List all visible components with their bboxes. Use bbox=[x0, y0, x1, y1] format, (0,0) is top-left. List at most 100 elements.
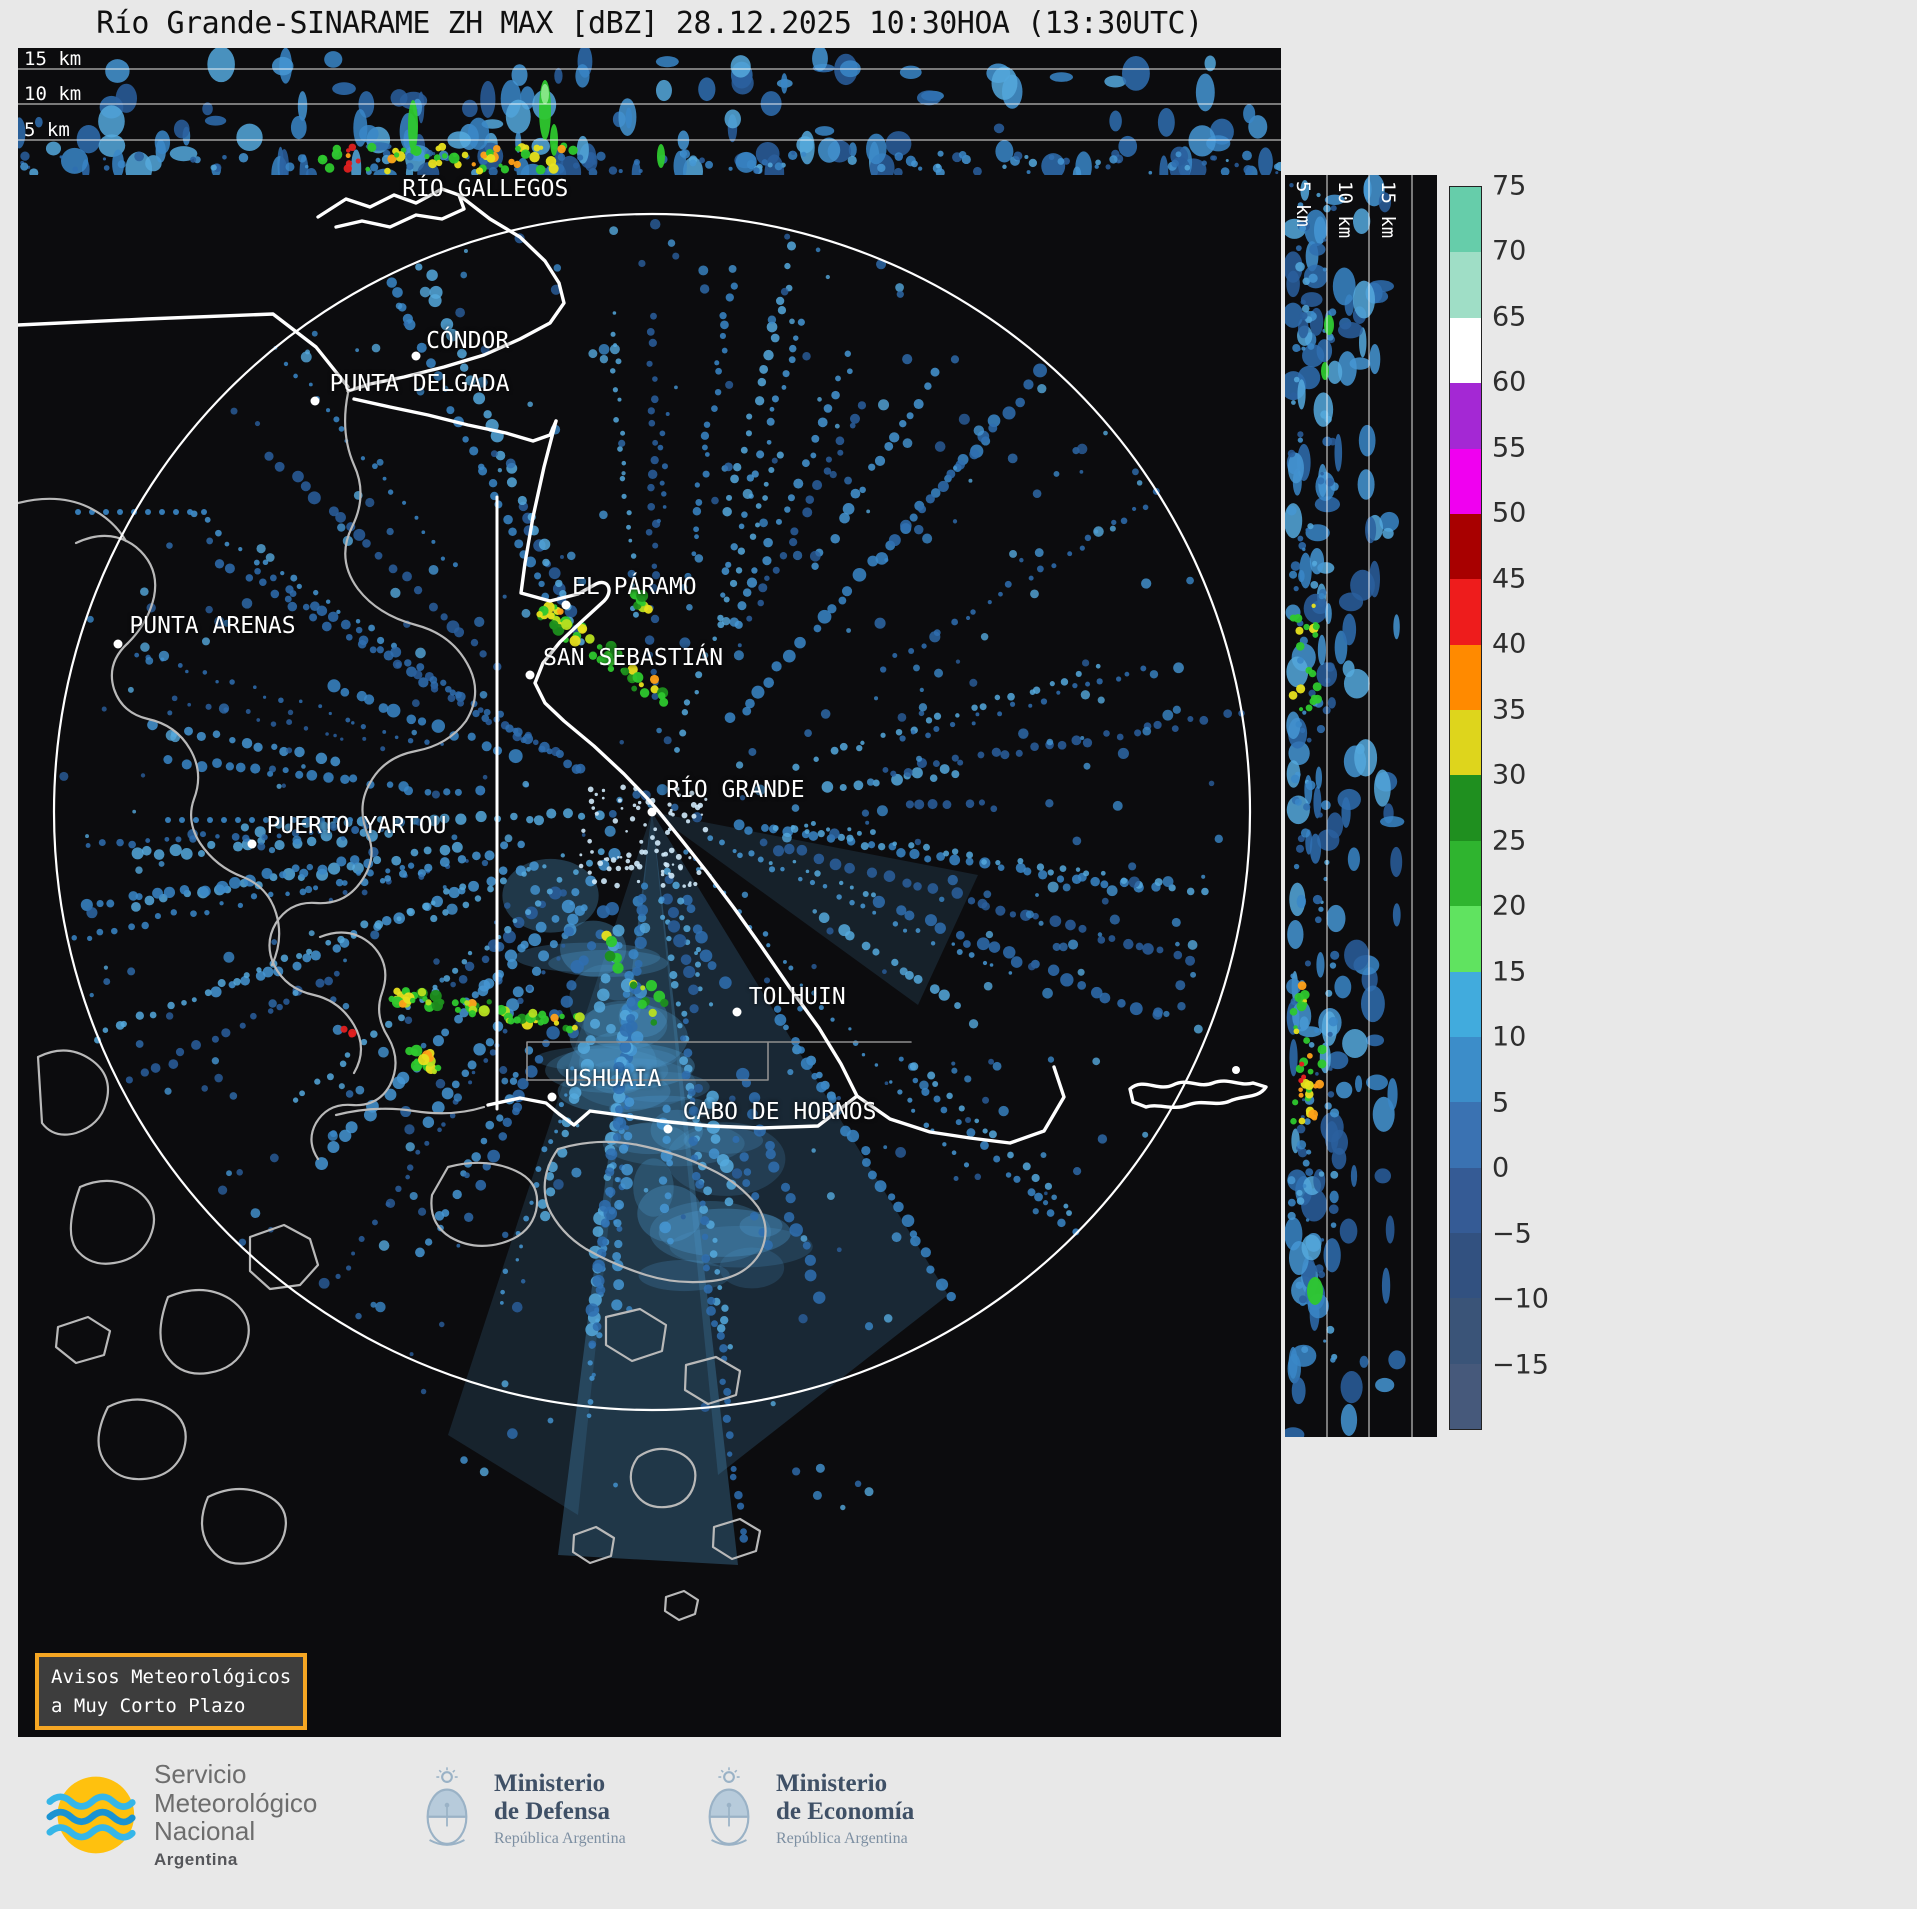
height-label-side-10km: 10 km bbox=[1334, 181, 1356, 239]
city-label-r-o-grande: RÍO GRANDE bbox=[666, 777, 805, 804]
colorbar-segment--10--5 bbox=[1450, 1233, 1481, 1299]
city-dot-cabo-de-hornos bbox=[663, 1124, 673, 1134]
smn-line-meteorologico: Meteorológico bbox=[154, 1787, 318, 1818]
product-title: Río Grande-SINARAME ZH MAX [dBZ] 28.12.2… bbox=[96, 6, 1203, 41]
colorbar-segment-10-15 bbox=[1450, 971, 1481, 1037]
city-dot-puerto-yartou bbox=[247, 839, 257, 849]
colorbar-tick-0: 75 bbox=[1492, 170, 1527, 202]
colorbar-tick-6: 45 bbox=[1492, 563, 1527, 595]
ministry-defensa-block: Ministerio de Defensa República Argentin… bbox=[416, 1766, 626, 1852]
coastline-layer bbox=[18, 187, 1268, 1622]
colorbar-tick-15: 0 bbox=[1492, 1152, 1510, 1184]
colorbar-segment--5-0 bbox=[1450, 1167, 1481, 1233]
ministry-economia-block: Ministerio de Economía República Argenti… bbox=[698, 1766, 914, 1852]
radar-map: RÍO GALLEGOS CÓNDOR PUNTA DELGADA EL PÁRAMO… bbox=[18, 175, 1281, 1737]
colorbar-tick-17: −10 bbox=[1492, 1283, 1549, 1315]
colorbar-tick-8: 35 bbox=[1492, 694, 1527, 726]
city-dot-san-sebasti-n bbox=[525, 670, 534, 680]
colorbar-ticks: 75 70 65 60 55 50 45 40 35 30 25 20 15 10 5 0 −5 −10 −15 bbox=[1492, 171, 1578, 1430]
cross-section-side-plot bbox=[1285, 175, 1413, 1437]
city-dot-tolhuin bbox=[732, 1007, 742, 1017]
colorbar-tick-14: 5 bbox=[1492, 1087, 1510, 1119]
colorbar-tick-3: 60 bbox=[1492, 366, 1527, 398]
colorbar-segment-35-40 bbox=[1450, 644, 1481, 710]
city-label-tolhuin: TOLHUIN bbox=[748, 983, 846, 1010]
colorbar-segment--20--15 bbox=[1450, 1363, 1481, 1430]
colorbar-segment-55-60 bbox=[1450, 383, 1481, 449]
colorbar-tick-16: −5 bbox=[1492, 1218, 1532, 1250]
chile-coastlines bbox=[18, 391, 767, 1622]
colorbar-segment-45-50 bbox=[1450, 513, 1481, 580]
city-label-san-sebasti-n: SAN SEBASTIÁN bbox=[543, 644, 724, 671]
argentina-coat-of-arms-icon bbox=[426, 1766, 468, 1846]
ministry-defensa-sub: República Argentina bbox=[494, 1830, 626, 1847]
city-label-cabo-de-hornos: CABO DE HORNOS bbox=[682, 1099, 877, 1126]
colorbar-segment-30-35 bbox=[1450, 710, 1481, 776]
colorbar-gradient bbox=[1449, 186, 1482, 1430]
city-dot-punta-delgada bbox=[310, 396, 320, 406]
cross-section-top: 15 km 10 km 5 km bbox=[18, 48, 1281, 175]
colorbar-segment-0-5 bbox=[1450, 1102, 1481, 1168]
argentina-coat-of-arms-icon bbox=[708, 1766, 750, 1846]
city-label-r-o-gallegos: RÍO GALLEGOS bbox=[402, 176, 569, 203]
colorbar-segment-65-70 bbox=[1450, 252, 1481, 318]
colorbar-tick-7: 40 bbox=[1492, 628, 1527, 660]
ministry-economia-line2: de Economía bbox=[776, 1798, 915, 1825]
admin-boundaries bbox=[526, 1041, 912, 1081]
colorbar-tick-9: 30 bbox=[1492, 759, 1527, 791]
colorbar-tick-13: 10 bbox=[1492, 1021, 1527, 1053]
colorbar-segment-40-45 bbox=[1450, 579, 1481, 645]
smn-logo-icon bbox=[46, 1776, 136, 1854]
height-label-15km: 15 km bbox=[24, 48, 82, 70]
ministry-economia-text: Ministerio de Economía República Argenti… bbox=[776, 1770, 914, 1848]
colorbar-tick-18: −15 bbox=[1492, 1349, 1549, 1381]
ministry-economia-sub: República Argentina bbox=[776, 1830, 908, 1847]
height-label-5km: 5 km bbox=[24, 119, 70, 141]
city-label-c-ndor: CÓNDOR bbox=[426, 327, 510, 354]
city-dot-ushuaia bbox=[547, 1092, 557, 1102]
warning-badge-line1: Avisos Meteorológicos bbox=[51, 1666, 292, 1688]
colorbar-segment-60-65 bbox=[1450, 317, 1481, 384]
city-dot-c-ndor bbox=[411, 351, 421, 361]
colorbar-tick-4: 55 bbox=[1492, 432, 1527, 464]
radar-map-plot bbox=[18, 187, 1268, 1622]
colorbar-tick-1: 70 bbox=[1492, 235, 1527, 267]
ministry-defensa-text: Ministerio de Defensa República Argentin… bbox=[494, 1770, 626, 1848]
colorbar-segment-15-20 bbox=[1450, 906, 1481, 972]
ministry-defensa-line1: Ministerio bbox=[494, 1770, 606, 1797]
city-label-puerto-yartou: PUERTO YARTOU bbox=[266, 813, 447, 840]
warning-badge[interactable]: Avisos Meteorológicos a Muy Corto Plazo bbox=[35, 1653, 308, 1730]
smn-logo-text: Servicio Meteorológico Nacional Argentin… bbox=[154, 1760, 317, 1869]
city-markers: RÍO GALLEGOS CÓNDOR PUNTA DELGADA EL PÁRAMO… bbox=[18, 175, 1281, 1737]
ministry-economia-line1: Ministerio bbox=[776, 1770, 888, 1797]
colorbar-segment-50-55 bbox=[1450, 448, 1481, 514]
smn-line-nacional: Nacional bbox=[154, 1816, 256, 1847]
warning-badge-line2: a Muy Corto Plazo bbox=[51, 1694, 246, 1717]
colorbar-segment-70-75 bbox=[1450, 187, 1481, 253]
smn-logo-block: Servicio Meteorológico Nacional Argentin… bbox=[46, 1760, 317, 1869]
colorbar-tick-11: 20 bbox=[1492, 890, 1527, 922]
cross-section-side: 5 km 10 km 15 km bbox=[1285, 175, 1437, 1437]
height-label-side-15km: 15 km bbox=[1377, 181, 1399, 239]
colorbar-segment-25-30 bbox=[1450, 775, 1481, 841]
cross-section-top-plot bbox=[18, 48, 1281, 175]
height-label-side-5km: 5 km bbox=[1292, 181, 1314, 227]
colorbar-segment--15--10 bbox=[1450, 1298, 1481, 1364]
colorbar-tick-10: 25 bbox=[1492, 825, 1527, 857]
city-dot-el-p-ramo bbox=[561, 600, 571, 610]
footer: Servicio Meteorológico Nacional Argentin… bbox=[0, 1752, 1917, 1909]
height-label-10km: 10 km bbox=[24, 83, 82, 105]
colorbar-tick-12: 15 bbox=[1492, 956, 1527, 988]
range-ring bbox=[52, 212, 1252, 1412]
colorbar-segment-20-25 bbox=[1450, 840, 1481, 907]
colorbar-segment-5-10 bbox=[1450, 1036, 1481, 1103]
argentina-coastlines bbox=[18, 187, 1268, 1145]
city-dot-punta-arenas bbox=[113, 639, 123, 649]
city-dot-r-o-grande bbox=[647, 807, 657, 817]
colorbar-tick-5: 50 bbox=[1492, 497, 1527, 529]
colorbar-tick-2: 65 bbox=[1492, 301, 1527, 333]
smn-line-servicio: Servicio bbox=[154, 1759, 247, 1789]
ministry-defensa-line2: de Defensa bbox=[494, 1798, 610, 1825]
city-label-ushuaia: USHUAIA bbox=[564, 1066, 662, 1093]
